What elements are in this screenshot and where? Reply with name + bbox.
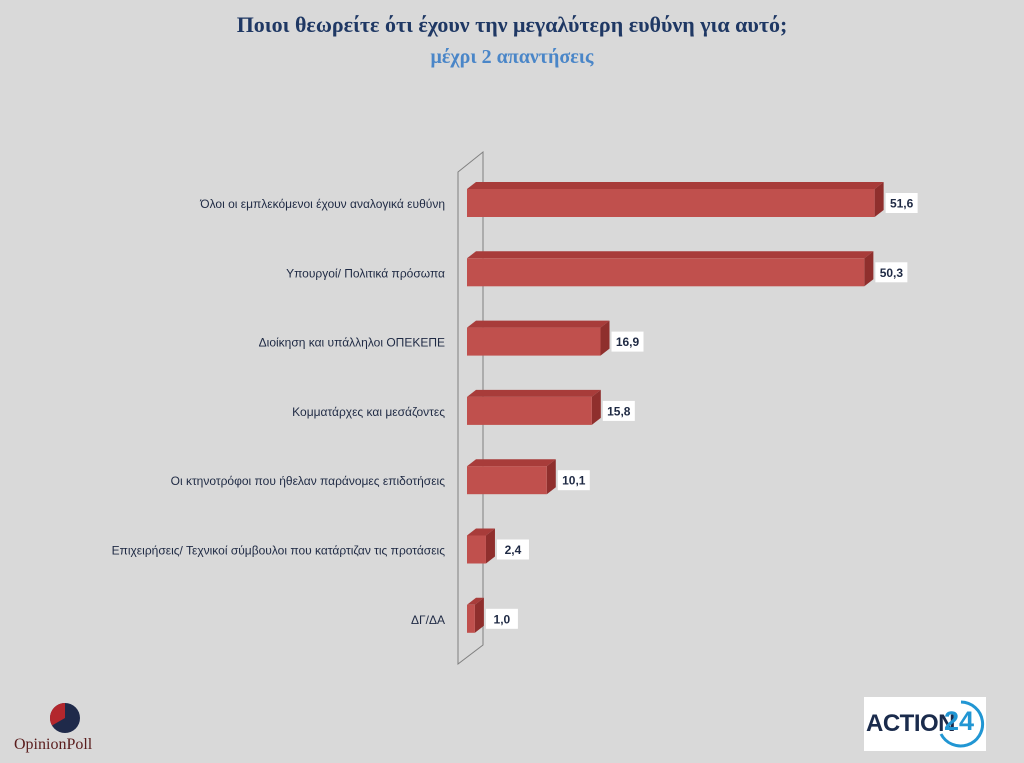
bar-top-face (467, 528, 495, 536)
bar-group: 50,3 Υπουργοί/ Πολιτικά πρόσωπα (286, 251, 908, 287)
data-label-box (485, 608, 518, 629)
category-label: Κομματάρχες και μεσάζοντες (292, 405, 445, 419)
bar (467, 604, 475, 633)
bar (467, 466, 547, 495)
bar-side-face (591, 389, 601, 425)
data-label: 1,0 (494, 612, 511, 626)
bar-group: 51,6 Όλοι οι εμπλεκόμενοι έχουν αναλογικά… (199, 182, 918, 217)
bar-group: 15,8 Κομματάρχες και μεσάζοντες (292, 389, 635, 425)
bar (467, 258, 865, 287)
data-label: 10,1 (562, 474, 586, 488)
action24-ring-icon (939, 700, 985, 748)
bar-group: 16,9 Διοίκηση και υπάλληλοι ΟΠΕΚΕΠΕ (259, 320, 644, 356)
bar-top-face (467, 320, 610, 328)
bar-top-face (467, 459, 556, 467)
data-label: 50,3 (880, 266, 904, 280)
opinion-poll-circle-icon (49, 703, 80, 733)
bar (467, 535, 486, 564)
bar-side-face (546, 459, 556, 495)
action24-logo: ACTION 24 (864, 697, 986, 751)
bar-group: 1,0 ΔΓ/ΔΑ (411, 597, 518, 633)
bar-top-face (467, 251, 874, 259)
data-label-box (557, 470, 590, 491)
data-label-box (602, 400, 635, 421)
category-label: Διοίκηση και υπάλληλοι ΟΠΕΚΕΠΕ (259, 336, 445, 350)
opinion-poll-logo: OpinionPoll (14, 700, 144, 758)
bar-side-face (874, 182, 884, 217)
data-label: 16,9 (616, 335, 640, 349)
data-label: 15,8 (607, 404, 631, 418)
bar (467, 189, 875, 217)
bar-top-face (467, 389, 601, 397)
category-label: Υπουργοί/ Πολιτικά πρόσωπα (286, 266, 445, 280)
category-label: Επιχειρήσεις/ Τεχνικοί σύμβουλοι που κατ… (112, 544, 446, 558)
category-label: Όλοι οι εμπλεκόμενοι έχουν αναλογικά ευθ… (199, 197, 445, 211)
bar-group: 2,4 Επιχειρήσεις/ Τεχνικοί σύμβουλοι που … (112, 528, 529, 564)
action24-number: 24 (944, 706, 975, 736)
bar-group: 10,1 Οι κτηνοτρόφοι που ήθελαν παράνομες … (171, 459, 590, 495)
data-label-box (875, 262, 908, 283)
category-label: Οι κτηνοτρόφοι που ήθελαν παράνομες επιδ… (171, 474, 446, 488)
bar-side-face (474, 597, 484, 633)
axis-wall (457, 150, 484, 666)
action24-word: ACTION (866, 710, 956, 737)
bar-side-face (600, 320, 610, 356)
chart-subtitle: μέχρι 2 απαντήσεις (430, 46, 594, 68)
bar-top-face (467, 182, 884, 189)
data-label: 51,6 (890, 197, 914, 211)
bar (467, 327, 601, 356)
data-label-box (611, 331, 644, 352)
opinion-poll-word1: Opinion (14, 736, 67, 753)
opinion-poll-word2: Poll (66, 736, 93, 753)
bar-chart: 51,6 Όλοι οι εμπλεκόμενοι έχουν αναλογικά… (112, 150, 918, 666)
data-label: 2,4 (505, 543, 522, 557)
data-label-box (496, 539, 529, 560)
bar-side-face (864, 251, 874, 287)
bar-top-face (467, 597, 484, 605)
data-label-box (885, 193, 918, 213)
bar-side-face (485, 528, 495, 564)
bar (467, 396, 592, 425)
chart-title: Ποιοι θεωρείτε ότι έχουν την μεγαλύτερη … (236, 12, 788, 37)
category-label: ΔΓ/ΔΑ (411, 613, 445, 627)
